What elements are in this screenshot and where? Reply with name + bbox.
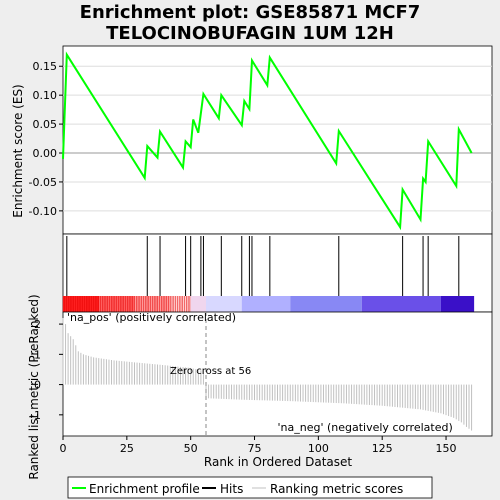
legend-enrichment-profile: Enrichment profile [89, 482, 200, 496]
heat-bar-segment [440, 296, 475, 312]
heat-bar-segment [206, 296, 242, 312]
es-y-tick-label: -0.05 [29, 176, 57, 189]
ranking-y-tick-label: -1 [30, 409, 41, 422]
ranking-y-axis-label: Ranked list metric (PreRanked) [27, 294, 41, 479]
es-y-axis-label: Enrichment score (ES) [11, 84, 25, 217]
enrichment-panel [62, 45, 493, 235]
x-tick-label: 75 [248, 442, 262, 455]
x-tick-label: 100 [308, 442, 329, 455]
ranking-metric-bars [62, 318, 473, 431]
legend-hits: Hits [220, 482, 243, 496]
x-tick-label: 125 [372, 442, 393, 455]
x-axis: 0 25 50 75 100 125 150 [60, 436, 457, 455]
ranking-y-axis: -1 0 1 2 [30, 318, 63, 422]
ranking-y-tick-label: 0 [34, 379, 41, 392]
zero-cross-label: Zero cross at 56 [170, 366, 251, 377]
es-y-axis: -0.10 -0.05 0.00 0.05 0.10 0.15 [29, 60, 63, 218]
x-axis-label: Rank in Ordered Dataset [204, 455, 352, 469]
x-tick-label: 0 [60, 442, 67, 455]
x-tick-label: 150 [436, 442, 457, 455]
heat-bar-segment [190, 296, 206, 312]
es-y-tick-label: 0.10 [33, 89, 58, 102]
heat-bar-segment [290, 296, 362, 312]
legend-box [67, 476, 433, 499]
heat-bar-segment [170, 296, 191, 312]
es-y-tick-label: -0.10 [29, 205, 57, 218]
heat-bar-segment [241, 296, 291, 312]
enrichment-profile-line [62, 51, 473, 231]
ranking-y-tick-label: 2 [34, 318, 41, 331]
ranking-y-tick-label: 1 [34, 348, 41, 361]
negative-correlation-label: 'na_neg' (negatively correlated) [278, 421, 453, 434]
x-tick-label: 50 [184, 442, 198, 455]
heat-bar-segment [361, 296, 441, 312]
ranking-panel [62, 311, 493, 437]
ranking-color-bar [62, 296, 475, 312]
es-y-tick-label: 0.00 [33, 147, 58, 160]
hit-lines [66, 236, 460, 296]
title-line-2: TELOCINOBUFAGIN 1UM 12H [106, 23, 394, 44]
legend-ranking-metric: Ranking metric scores [270, 482, 403, 496]
title-line-1: Enrichment plot: GSE85871 MCF7 [80, 2, 421, 23]
positive-correlation-label: 'na_pos' (positively correlated) [67, 311, 236, 324]
es-y-tick-label: 0.15 [33, 60, 58, 73]
es-y-tick-label: 0.05 [33, 118, 58, 131]
x-tick-label: 25 [120, 442, 134, 455]
